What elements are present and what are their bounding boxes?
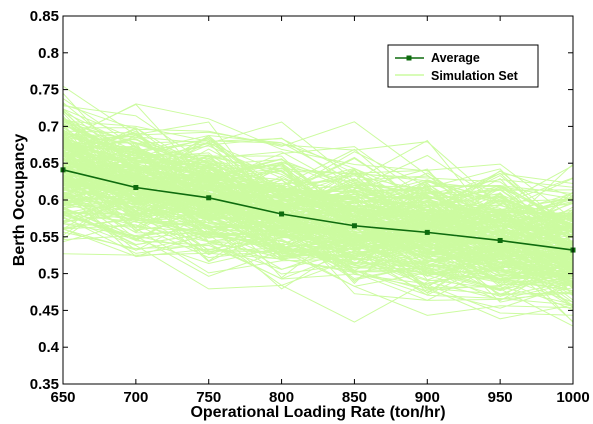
average-point [351, 223, 357, 229]
average-point [133, 184, 139, 190]
simulation-line [63, 156, 573, 231]
y-tick-label: 0.35 [30, 376, 59, 393]
y-tick-label: 0.7 [38, 118, 59, 135]
simulation-line [63, 225, 573, 306]
simulation-line [63, 153, 573, 200]
legend-average-label: Average [431, 51, 480, 65]
x-axis-label: Operational Loading Rate (ton/hr) [190, 404, 445, 421]
y-tick-label: 0.55 [30, 229, 59, 246]
simulation-line [63, 154, 573, 253]
x-tick-label: 850 [342, 389, 367, 406]
simulation-line [63, 198, 573, 309]
simulation-line [63, 147, 573, 228]
y-tick-label: 0.4 [38, 339, 60, 356]
simulation-line [63, 85, 573, 206]
simulation-line [63, 138, 573, 229]
legend: Average Simulation Set [387, 44, 539, 88]
y-axis-label: Berth Occupancy [11, 134, 28, 267]
y-tick-label: 0.85 [30, 8, 59, 25]
simulation-line [63, 174, 573, 303]
x-axis: 650 700 750 800 850 900 950 1000 [50, 16, 590, 406]
simulation-line [63, 118, 573, 195]
x-tick-label: 750 [196, 389, 221, 406]
simulation-line [63, 199, 573, 272]
simulation-line [63, 172, 573, 255]
simulation-line [63, 120, 573, 220]
simulation-line [63, 215, 573, 301]
simulation-line [63, 224, 573, 301]
simulation-line [63, 146, 573, 249]
y-tick-label: 0.6 [38, 192, 59, 209]
legend-box [387, 44, 539, 88]
simulation-line [63, 191, 573, 284]
simulation-line [63, 183, 573, 270]
average-point [497, 237, 503, 243]
average-point [424, 229, 430, 235]
x-tick-label: 900 [415, 389, 440, 406]
simulation-line [63, 135, 573, 233]
average-point [279, 211, 285, 217]
simulation-line [63, 197, 573, 280]
simulation-line [63, 131, 573, 232]
simulation-line [63, 134, 573, 251]
y-axis: 0.35 0.4 0.45 0.5 0.55 0.6 0.65 0.7 0.75 0.8 0.85 [30, 8, 573, 393]
x-tick-label: 700 [123, 389, 148, 406]
simulation-line [63, 127, 573, 229]
y-tick-label: 0.45 [30, 302, 59, 319]
average-point [206, 195, 212, 201]
x-tick-label: 800 [269, 389, 294, 406]
x-tick-label: 950 [488, 389, 513, 406]
simulation-line [63, 176, 573, 280]
simulation-line [63, 108, 573, 200]
legend-average-marker [406, 55, 412, 61]
simulation-line [63, 105, 573, 230]
y-tick-label: 0.8 [38, 45, 59, 62]
average-line [62, 169, 574, 251]
simulation-set-lines [63, 85, 573, 327]
simulation-line [63, 158, 573, 265]
x-tick-label: 650 [50, 389, 75, 406]
simulation-line [63, 216, 573, 320]
simulation-line [63, 175, 573, 262]
legend-simulation-label: Simulation Set [431, 69, 519, 83]
y-tick-label: 0.65 [30, 155, 59, 172]
simulation-line [63, 203, 573, 268]
simulation-line [63, 151, 573, 226]
simulation-line [63, 109, 573, 239]
simulation-line [63, 141, 573, 269]
y-tick-label: 0.5 [38, 266, 59, 283]
x-tick-label: 1000 [556, 389, 589, 406]
y-tick-label: 0.75 [30, 82, 59, 99]
